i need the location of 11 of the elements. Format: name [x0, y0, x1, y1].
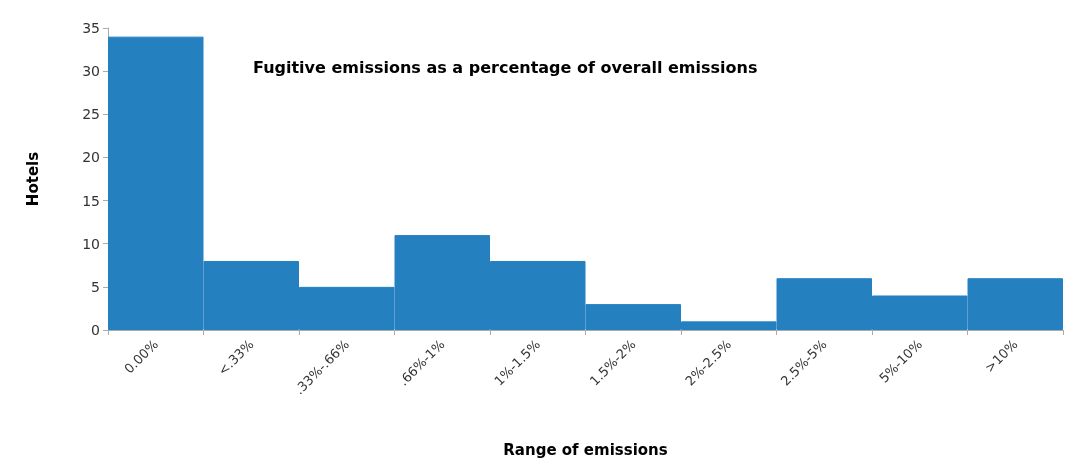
y-tick-label: 25 — [82, 106, 100, 123]
y-tick-label: 5 — [91, 278, 100, 295]
y-tick-label: 20 — [82, 149, 100, 166]
y-tick-label: 10 — [82, 235, 100, 252]
text: Fugitive emissions as a percentage of overall emissions — [253, 57, 758, 77]
y-tick-label: 0 — [91, 322, 100, 338]
y-axis-title: Hotels — [23, 151, 42, 207]
x-axis-title: Range of emissions — [503, 440, 668, 459]
y-tick-label: 35 — [82, 20, 100, 36]
y-tick-label: 15 — [82, 192, 100, 209]
y-tick-label: 30 — [82, 63, 100, 80]
